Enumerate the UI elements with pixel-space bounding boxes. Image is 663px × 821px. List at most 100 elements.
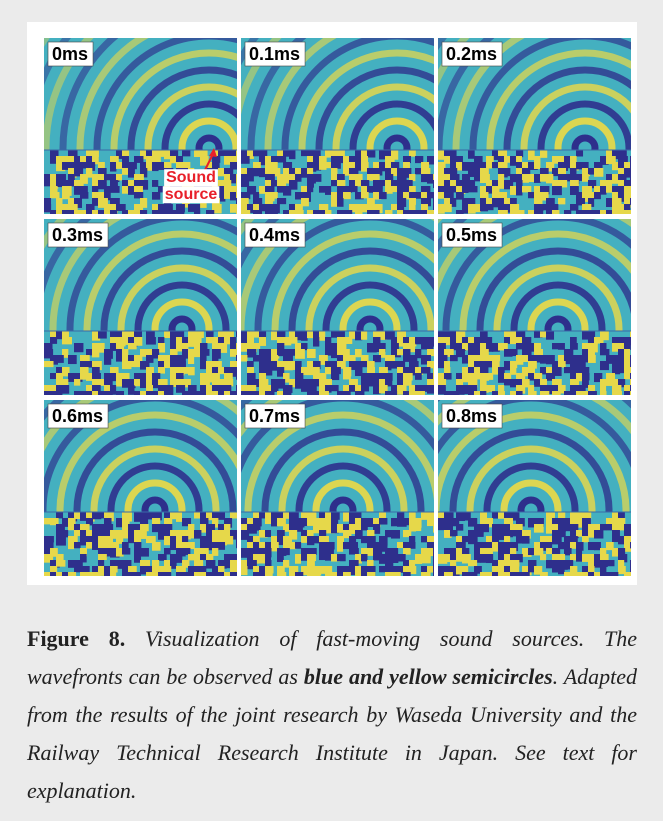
noise-cell	[295, 210, 304, 217]
noise-cell	[307, 186, 313, 192]
noise-cell	[391, 518, 398, 526]
noise-cell	[337, 554, 346, 561]
noise-cell	[522, 349, 532, 355]
noise-cell	[427, 385, 436, 394]
noise-cell	[594, 192, 601, 199]
noise-cell	[230, 349, 239, 357]
noise-cell	[247, 337, 254, 343]
noise-cell	[259, 572, 265, 578]
noise-cell	[468, 572, 477, 580]
noise-cell	[582, 367, 589, 373]
noise-cell	[498, 391, 505, 399]
noise-cell	[594, 572, 601, 582]
noise-cell	[552, 210, 559, 219]
caption-emphasis: blue and yellow semicircles	[304, 664, 553, 689]
noise-cell	[116, 518, 123, 527]
noise-cell	[44, 361, 54, 367]
noise-cell	[427, 379, 435, 385]
noise-cell	[182, 572, 189, 579]
panel-label: 0.1ms	[249, 44, 300, 64]
noise-cell	[176, 572, 182, 581]
noise-cell	[295, 554, 301, 564]
noise-cell	[510, 572, 517, 580]
noise-cell	[182, 150, 190, 156]
noise-cell	[337, 198, 344, 207]
noise-cell	[528, 391, 537, 399]
noise-cell	[110, 367, 119, 374]
noise-cell	[283, 391, 291, 401]
noise-cell	[540, 150, 547, 158]
noise-cell	[283, 548, 290, 555]
noise-cell	[152, 180, 158, 187]
noise-cell	[630, 186, 636, 192]
noise-cell	[271, 192, 278, 199]
noise-cell	[176, 512, 182, 522]
noise-cell	[92, 391, 99, 398]
noise-cell	[110, 180, 118, 187]
noise-cell	[224, 536, 233, 544]
noise-cell	[355, 524, 362, 530]
noise-cell	[319, 530, 326, 537]
noise-cell	[307, 385, 317, 392]
noise-cell	[582, 331, 588, 340]
noise-cell	[474, 156, 483, 162]
noise-cell	[403, 379, 412, 386]
noise-cell	[606, 560, 614, 566]
noise-cell	[588, 391, 597, 399]
page: 0ms0.1ms0.2ms0.3ms0.4ms0.5ms0.6ms0.7ms0.…	[0, 0, 663, 821]
noise-cell	[582, 518, 591, 525]
noise-cell	[110, 156, 119, 162]
noise-cell	[104, 355, 111, 365]
noise-cell	[325, 566, 332, 572]
noise-cell	[164, 391, 173, 400]
noise-cell	[367, 572, 375, 581]
noise-cell	[427, 566, 437, 573]
noise-cell	[301, 168, 307, 178]
noise-cell	[498, 530, 505, 540]
noise-cell	[164, 385, 173, 391]
noise-cell	[486, 373, 493, 380]
noise-cell	[253, 343, 260, 349]
noise-cell	[570, 180, 579, 187]
noise-cell	[230, 512, 238, 518]
noise-cell	[116, 204, 126, 211]
noise-cell	[74, 379, 80, 386]
noise-cell	[403, 180, 413, 187]
noise-cell	[128, 168, 135, 178]
noise-cell	[104, 379, 113, 385]
noise-cell	[630, 355, 638, 362]
noise-cell	[98, 210, 105, 218]
noise-cell	[516, 343, 523, 349]
noise-cell	[253, 524, 261, 531]
noise-cell	[92, 349, 99, 357]
noise-cell	[277, 572, 286, 579]
noise-cell	[450, 355, 458, 361]
noise-cell	[522, 174, 529, 183]
noise-cell	[343, 337, 352, 344]
noise-cell	[200, 349, 209, 356]
noise-cell	[534, 156, 540, 162]
noise-cell	[570, 343, 578, 350]
noise-cell	[468, 560, 477, 566]
noise-cell	[427, 192, 436, 198]
noise-cell	[152, 524, 159, 532]
noise-cell	[68, 536, 78, 542]
noise-cell	[92, 150, 99, 157]
noise-cell	[343, 210, 352, 217]
noise-cell	[361, 192, 369, 198]
noise-cell	[474, 530, 484, 537]
noise-cell	[522, 536, 530, 544]
noise-cell	[456, 156, 463, 163]
noise-cell	[68, 355, 77, 364]
noise-cell	[224, 391, 231, 400]
noise-cell	[600, 186, 606, 195]
noise-cell	[498, 210, 508, 219]
noise-cell	[295, 349, 305, 359]
noise-cell	[624, 192, 631, 198]
noise-cell	[367, 518, 374, 527]
noise-cell	[415, 524, 421, 531]
noise-cell	[576, 192, 582, 199]
noise-cell	[456, 554, 463, 562]
noise-cell	[516, 391, 523, 399]
noise-cell	[516, 210, 524, 216]
